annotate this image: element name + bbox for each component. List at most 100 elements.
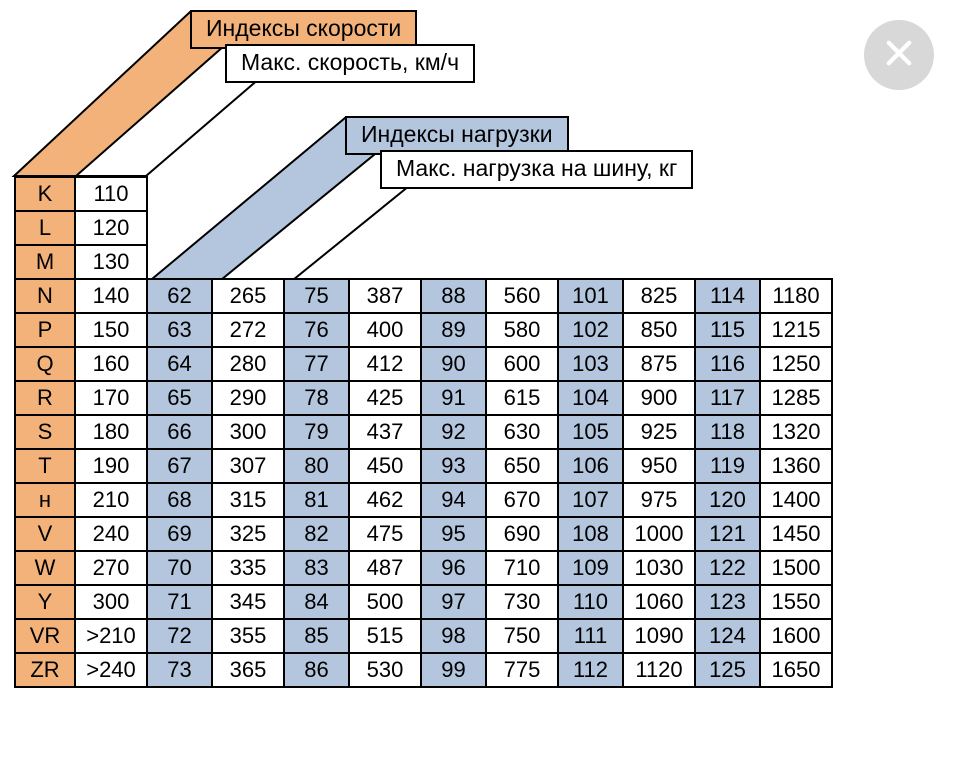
speed-code: P [15, 313, 75, 347]
load-index: 92 [421, 415, 486, 449]
load-index: 71 [147, 585, 212, 619]
load-index: 85 [284, 619, 349, 653]
load-index: 81 [284, 483, 349, 517]
load-index: 121 [695, 517, 760, 551]
load-index: 108 [558, 517, 623, 551]
table-row: S1806630079437926301059251181320 [15, 415, 832, 449]
speed-code: Y [15, 585, 75, 619]
empty [212, 211, 284, 245]
load-index: 122 [695, 551, 760, 585]
empty [486, 211, 558, 245]
empty [558, 211, 623, 245]
load-kg: 335 [212, 551, 284, 585]
empty [349, 211, 421, 245]
load-index: 73 [147, 653, 212, 687]
table-row: M130 [15, 245, 832, 279]
load-index: 77 [284, 347, 349, 381]
speed-kmh: 130 [75, 245, 147, 279]
load-kg: 710 [486, 551, 558, 585]
speed-code: R [15, 381, 75, 415]
table-row: N1406226575387885601018251141180 [15, 279, 832, 313]
load-kg: 400 [349, 313, 421, 347]
load-kg: 1400 [760, 483, 832, 517]
load-kg: 475 [349, 517, 421, 551]
load-kg: 730 [486, 585, 558, 619]
load-kg: 1450 [760, 517, 832, 551]
load-kg: 345 [212, 585, 284, 619]
speed-kmh: 170 [75, 381, 147, 415]
load-kg: 1360 [760, 449, 832, 483]
load-kg: 975 [623, 483, 695, 517]
load-kg: 355 [212, 619, 284, 653]
load-index: 115 [695, 313, 760, 347]
load-kg: 615 [486, 381, 558, 415]
load-index: 62 [147, 279, 212, 313]
empty [284, 245, 349, 279]
table-row: T1906730780450936501069501191360 [15, 449, 832, 483]
table-row: W27070335834879671010910301221500 [15, 551, 832, 585]
close-button[interactable] [864, 20, 934, 90]
load-kg: 1090 [623, 619, 695, 653]
load-index: 124 [695, 619, 760, 653]
load-kg: 280 [212, 347, 284, 381]
load-kg: 1500 [760, 551, 832, 585]
load-index: 63 [147, 313, 212, 347]
load-kg: 1180 [760, 279, 832, 313]
load-kg: 750 [486, 619, 558, 653]
speed-code: ZR [15, 653, 75, 687]
load-index: 96 [421, 551, 486, 585]
load-index: 69 [147, 517, 212, 551]
speed-kmh: 190 [75, 449, 147, 483]
load-index: 90 [421, 347, 486, 381]
load-index: 104 [558, 381, 623, 415]
load-index: 84 [284, 585, 349, 619]
speed-code: W [15, 551, 75, 585]
empty [695, 211, 760, 245]
empty [760, 211, 832, 245]
load-index: 94 [421, 483, 486, 517]
load-index: 93 [421, 449, 486, 483]
load-kg: 300 [212, 415, 284, 449]
load-kg: 425 [349, 381, 421, 415]
load-kg: 412 [349, 347, 421, 381]
load-index: 72 [147, 619, 212, 653]
load-index: 102 [558, 313, 623, 347]
empty [558, 245, 623, 279]
table-row: Q1606428077412906001038751161250 [15, 347, 832, 381]
speed-code: V [15, 517, 75, 551]
load-kg: 775 [486, 653, 558, 687]
load-index: 86 [284, 653, 349, 687]
speed-kmh: 180 [75, 415, 147, 449]
table-row: L120 [15, 211, 832, 245]
load-index: 107 [558, 483, 623, 517]
speed-kmh: 120 [75, 211, 147, 245]
load-index: 123 [695, 585, 760, 619]
speed-code: VR [15, 619, 75, 653]
speed-kmh: 270 [75, 551, 147, 585]
speed-kmh: 110 [75, 177, 147, 211]
empty [558, 177, 623, 211]
load-kg: 462 [349, 483, 421, 517]
load-index: 116 [695, 347, 760, 381]
load-kg: 650 [486, 449, 558, 483]
speed-kmh: >240 [75, 653, 147, 687]
speed-code: N [15, 279, 75, 313]
empty [421, 245, 486, 279]
load-kg: 387 [349, 279, 421, 313]
load-index: 97 [421, 585, 486, 619]
speed-kmh: 210 [75, 483, 147, 517]
load-kg: 875 [623, 347, 695, 381]
load-index: 118 [695, 415, 760, 449]
load-index: 109 [558, 551, 623, 585]
speed-code: L [15, 211, 75, 245]
load-index: 68 [147, 483, 212, 517]
load-kg: 1250 [760, 347, 832, 381]
load-index: 99 [421, 653, 486, 687]
empty [421, 177, 486, 211]
empty [695, 245, 760, 279]
speed-code: н [15, 483, 75, 517]
load-index: 117 [695, 381, 760, 415]
load-kg: 1120 [623, 653, 695, 687]
table-row: R1706529078425916151049001171285 [15, 381, 832, 415]
load-kg: 690 [486, 517, 558, 551]
